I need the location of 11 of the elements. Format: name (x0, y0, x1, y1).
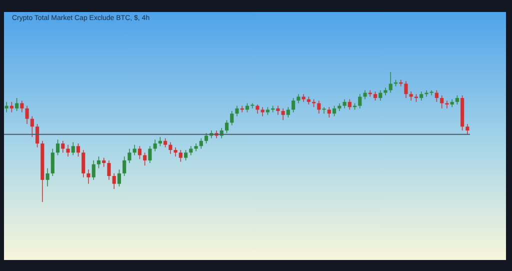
candlestick (4, 102, 8, 112)
candlestick (276, 106, 280, 115)
candlestick (194, 144, 198, 152)
candlestick (338, 103, 342, 111)
candlestick (86, 170, 90, 184)
candlestick (388, 72, 392, 93)
candlestick (445, 100, 449, 108)
candlestick (174, 147, 178, 156)
candlestick (430, 90, 434, 96)
candlestick (322, 107, 326, 114)
candlestick (409, 92, 413, 101)
